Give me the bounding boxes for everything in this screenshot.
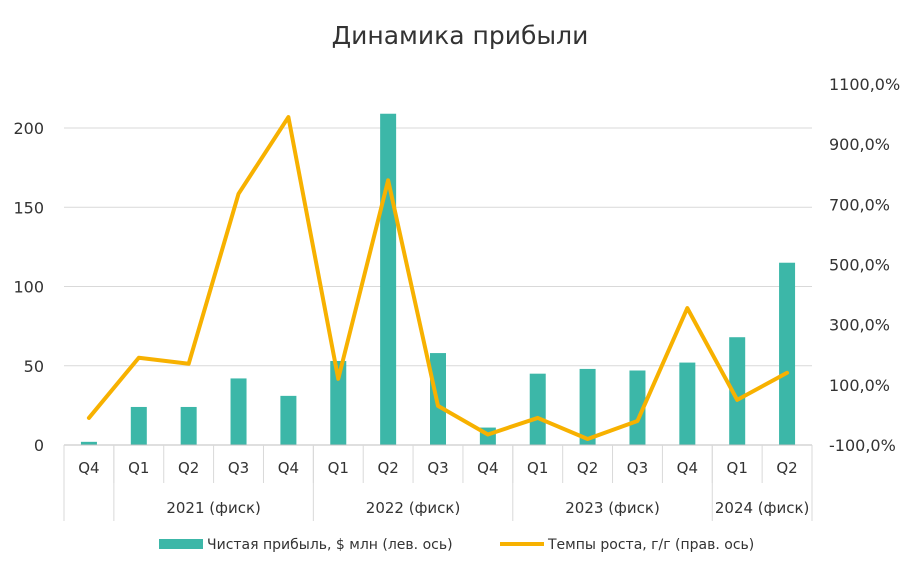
line-point (187, 362, 191, 366)
category-label: Q4 (477, 459, 498, 477)
line-point (386, 178, 390, 182)
category-label: Q1 (128, 459, 149, 477)
category-label: Q2 (776, 459, 797, 477)
bar (130, 406, 147, 445)
group-label: 2022 (фиск) (366, 499, 461, 517)
bar (180, 406, 197, 445)
bar (779, 262, 796, 445)
line-point (735, 398, 739, 402)
line-point (586, 437, 590, 441)
right-tick-label: 900,0% (829, 135, 890, 154)
bar (629, 370, 646, 445)
line-point (486, 432, 490, 436)
line-point (286, 115, 290, 119)
category-label: Q4 (677, 459, 698, 477)
chart-title: Динамика прибыли (332, 21, 589, 50)
legend-label-growth-rate: Темпы роста, г/г (прав. ось) (547, 537, 754, 553)
right-tick-label: 300,0% (829, 316, 890, 335)
line-point (436, 404, 440, 408)
bar-series-net-profit (80, 113, 796, 446)
line-series-growth-rate (86, 115, 790, 441)
right-tick-label: -100,0% (829, 436, 896, 455)
category-label: Q2 (377, 459, 398, 477)
category-label: Q1 (328, 459, 349, 477)
line-point (137, 356, 141, 360)
line-point (336, 377, 340, 381)
line-point (237, 192, 241, 196)
category-label: Q1 (727, 459, 748, 477)
left-tick-label: 50 (24, 357, 44, 376)
category-label: Q2 (178, 459, 199, 477)
line-point (536, 416, 540, 420)
right-axis-ticks: -100,0% 100,0% 300,0% 500,0% 700,0% 900,0% 110… (829, 75, 900, 455)
category-axis-labels: Q4 Q1 Q2 Q3 Q4 Q1 Q2 Q3 Q4 Q1 Q2 Q3 Q4 Q1 Q2 2021 (фиск… (78, 459, 809, 517)
bar (380, 113, 397, 446)
category-label: Q2 (577, 459, 598, 477)
line-point (685, 306, 689, 310)
left-tick-label: 200 (13, 119, 44, 138)
bar (330, 360, 347, 445)
group-label: 2023 (фиск) (565, 499, 660, 517)
group-label: 2024 (фиск) (715, 499, 810, 517)
axes (63, 444, 813, 521)
bar (80, 441, 97, 445)
line-point (635, 419, 639, 423)
right-tick-label: 100,0% (829, 376, 890, 395)
left-tick-label: 0 (34, 436, 44, 455)
category-label: Q1 (527, 459, 548, 477)
line-point (87, 416, 91, 420)
category-label: Q3 (427, 459, 448, 477)
bar (230, 378, 247, 445)
right-tick-label: 700,0% (829, 195, 890, 214)
legend-swatch-net-profit (159, 539, 203, 549)
right-tick-label: 500,0% (829, 256, 890, 275)
left-tick-label: 100 (13, 278, 44, 297)
legend-label-net-profit: Чистая прибыль, $ млн (лев. ось) (207, 537, 453, 553)
bar (679, 362, 696, 445)
bar (729, 337, 746, 445)
bar (579, 368, 596, 445)
left-axis-ticks: 0 50 100 150 200 (13, 119, 44, 455)
category-label: Q4 (278, 459, 299, 477)
right-tick-label: 1100,0% (829, 75, 900, 94)
bar (280, 395, 297, 445)
category-label: Q4 (78, 459, 99, 477)
left-tick-label: 150 (13, 198, 44, 217)
group-label: 2021 (фиск) (166, 499, 261, 517)
legend: Чистая прибыль, $ млн (лев. ось) Темпы р… (159, 537, 754, 553)
bar (529, 373, 546, 445)
line-point (785, 371, 789, 375)
category-label: Q3 (627, 459, 648, 477)
category-label: Q3 (228, 459, 249, 477)
